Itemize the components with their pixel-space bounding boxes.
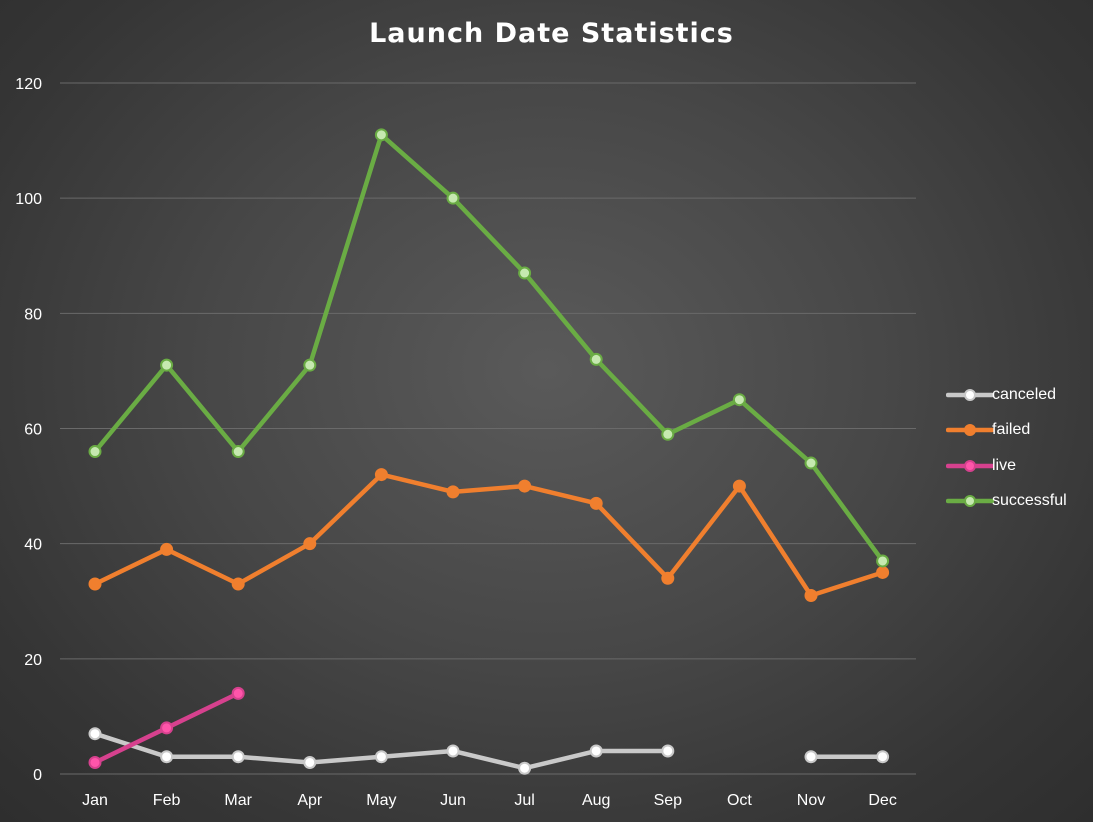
x-tick-label: Oct [727,792,752,809]
legend-label: successful [992,492,1067,510]
x-tick-label: Jun [440,792,466,809]
data-point-successful [231,445,245,459]
legend-swatch-canceled [946,388,994,401]
data-point-canceled [589,744,603,758]
data-point-canceled [88,727,102,741]
data-point-canceled [661,744,675,758]
x-tick-label: Dec [868,792,896,809]
data-point-failed [88,577,102,591]
chart-title: Launch Date Statistics [369,18,734,49]
data-point-failed [231,577,245,591]
data-point-successful [160,358,174,372]
x-tick-label: Sep [654,792,683,809]
y-tick-label: 120 [15,76,42,93]
data-point-failed [518,479,532,493]
data-point-successful [518,266,532,280]
data-point-failed [589,496,603,510]
x-tick-label: Nov [797,792,825,809]
x-tick-label: Apr [297,792,323,809]
y-tick-label: 80 [24,306,42,323]
data-point-failed [661,571,675,585]
legend-swatch-failed [946,424,994,437]
data-point-successful [88,445,102,459]
data-point-live [88,755,102,769]
data-point-successful [446,191,460,205]
data-point-canceled [876,750,890,764]
data-point-failed [804,588,818,602]
data-point-live [160,721,174,735]
x-tick-label: Mar [224,792,252,809]
data-point-canceled [303,755,317,769]
data-point-canceled [446,744,460,758]
legend-label: live [992,456,1017,474]
data-point-canceled [231,750,245,764]
y-tick-label: 0 [33,767,42,784]
legend-item-failed: failed [946,413,1086,449]
legend-item-successful: successful [946,484,1086,520]
data-point-failed [374,468,388,482]
legend-swatch-live [946,459,994,472]
data-point-canceled [374,750,388,764]
series-line-failed [92,472,885,598]
data-point-live [231,686,245,700]
y-tick-label: 60 [24,422,42,439]
data-point-failed [446,485,460,499]
x-tick-label: Feb [153,792,181,809]
x-tick-label: Aug [582,792,610,809]
data-point-successful [589,352,603,366]
data-point-failed [303,537,317,551]
y-tick-label: 40 [24,537,42,554]
data-point-successful [804,456,818,470]
data-point-failed [160,542,174,556]
data-point-successful [374,128,388,142]
legend-swatch-successful [946,495,994,508]
legend: canceled failed live successful [946,377,1086,519]
x-tick-label: May [366,792,396,809]
series-line-successful [92,132,885,564]
legend-label: canceled [992,385,1057,403]
y-tick-label: 20 [24,652,42,669]
data-point-canceled [160,750,174,764]
data-point-successful [876,554,890,568]
legend-item-canceled: canceled [946,377,1086,413]
data-point-canceled [804,750,818,764]
data-point-successful [303,358,317,372]
data-point-failed [732,479,746,493]
x-tick-label: Jan [82,792,108,809]
x-tick-label: Jul [514,792,534,809]
data-point-failed [876,565,890,579]
data-point-successful [661,427,675,441]
y-tick-label: 100 [15,191,42,208]
legend-item-live: live [946,448,1086,484]
legend-label: failed [992,421,1031,439]
data-point-canceled [518,761,532,775]
data-point-successful [732,393,746,407]
